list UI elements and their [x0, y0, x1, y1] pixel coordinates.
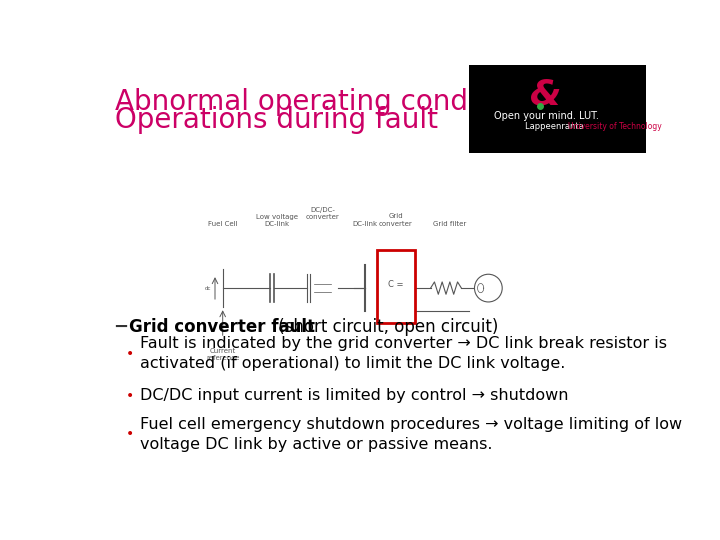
- Circle shape: [474, 274, 503, 302]
- Text: C =: C =: [388, 280, 404, 289]
- Text: Operations during fault: Operations during fault: [115, 106, 438, 134]
- Text: −: −: [113, 318, 128, 335]
- Text: DC/DC input current is limited by control → shutdown: DC/DC input current is limited by contro…: [140, 388, 569, 403]
- Text: Current
reference: Current reference: [206, 348, 239, 361]
- Text: (short circuit, open circuit): (short circuit, open circuit): [273, 318, 498, 335]
- Text: DC/DC-
converter: DC/DC- converter: [306, 207, 340, 220]
- Text: dc: dc: [204, 286, 211, 291]
- Text: University of Technology: University of Technology: [567, 122, 662, 131]
- Text: &: &: [531, 77, 562, 111]
- Bar: [377, 249, 415, 323]
- Text: Grid filter: Grid filter: [433, 220, 467, 226]
- Text: Open your mind. LUT.: Open your mind. LUT.: [494, 111, 598, 122]
- Text: Low voltage
DC-link: Low voltage DC-link: [256, 213, 297, 226]
- Text: Fuel Cell: Fuel Cell: [208, 220, 238, 226]
- Text: Lappeenranta: Lappeenranta: [525, 122, 586, 131]
- Text: DC-link: DC-link: [353, 220, 378, 226]
- Text: •: •: [126, 347, 135, 361]
- Text: Fuel cell emergency shutdown procedures → voltage limiting of low
voltage DC lin: Fuel cell emergency shutdown procedures …: [140, 417, 683, 452]
- Text: •: •: [126, 427, 135, 441]
- Text: Grid
converter: Grid converter: [379, 213, 413, 226]
- Text: •: •: [126, 389, 135, 403]
- Bar: [469, 65, 647, 153]
- Text: Fault is indicated by the grid converter → DC link break resistor is
activated (: Fault is indicated by the grid converter…: [140, 336, 667, 372]
- Text: Grid converter fault: Grid converter fault: [129, 318, 315, 335]
- Text: Abnormal operating conditions: Abnormal operating conditions: [115, 88, 544, 116]
